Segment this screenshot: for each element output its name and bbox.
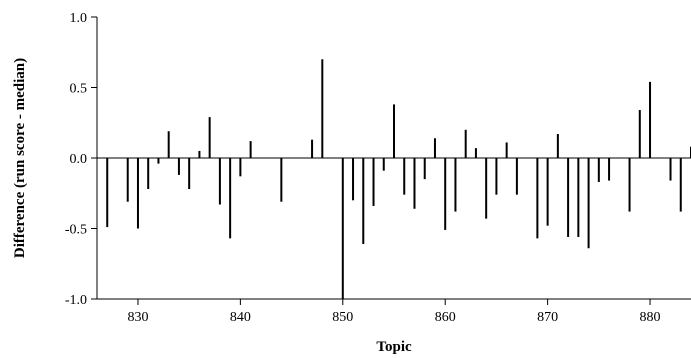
bar-topic-838 xyxy=(218,158,221,205)
x-tick-label: 860 xyxy=(435,310,456,325)
ticks-group: -1.0 -0.5 0.0 0.5 1.0 830 840 850 860 870 880 xyxy=(65,11,661,325)
bar-topic-882 xyxy=(669,158,672,181)
bar-topic-866 xyxy=(505,142,508,158)
x-tick-label: 840 xyxy=(230,310,251,325)
bar-topic-860 xyxy=(444,158,447,230)
bar-topic-862 xyxy=(464,129,467,158)
bar-topic-827 xyxy=(106,158,109,228)
bar-topic-861 xyxy=(454,158,457,212)
bar-topic-859 xyxy=(433,138,436,158)
bar-topic-840 xyxy=(239,158,242,177)
bar-topic-876 xyxy=(608,158,611,181)
x-axis-title: Topic xyxy=(376,339,412,355)
x-tick-label: 870 xyxy=(537,310,558,325)
bar-topic-880 xyxy=(649,81,652,158)
bar-topic-874 xyxy=(587,158,590,249)
bar-topic-870 xyxy=(546,158,549,226)
bar-topic-836 xyxy=(198,150,201,158)
bar-topic-844 xyxy=(280,158,283,202)
bar-topic-856 xyxy=(403,158,406,195)
y-tick-label: -0.5 xyxy=(65,223,87,238)
bar-topic-850 xyxy=(341,158,344,299)
bar-topic-875 xyxy=(597,158,600,182)
bar-topic-832 xyxy=(157,158,160,164)
bars-group xyxy=(106,59,691,299)
bar-topic-873 xyxy=(577,158,580,237)
bar-topic-837 xyxy=(208,117,211,158)
bar-topic-858 xyxy=(423,158,426,180)
bar-topic-835 xyxy=(188,158,191,190)
bar-topic-852 xyxy=(362,158,365,245)
bar-topic-848 xyxy=(321,59,324,158)
y-tick-label: 0.5 xyxy=(70,82,88,97)
bar-topic-865 xyxy=(495,158,498,195)
bar-topic-883 xyxy=(679,158,682,212)
x-tick-label: 850 xyxy=(332,310,353,325)
bar-topic-857 xyxy=(413,158,416,209)
bar-topic-829 xyxy=(126,158,129,202)
bar-topic-841 xyxy=(249,141,252,158)
x-tick-label: 830 xyxy=(127,310,148,325)
bar-topic-863 xyxy=(474,148,477,158)
bar-topic-878 xyxy=(628,158,631,212)
bar-topic-830 xyxy=(136,158,139,229)
bar-topic-851 xyxy=(352,158,355,201)
bar-topic-864 xyxy=(485,158,488,219)
bar-topic-839 xyxy=(229,158,232,239)
bar-topic-867 xyxy=(515,158,518,195)
bar-topic-879 xyxy=(638,110,641,158)
bar-topic-869 xyxy=(536,158,539,239)
bar-topic-853 xyxy=(372,158,375,206)
bar-topic-871 xyxy=(556,134,559,158)
bar-topic-855 xyxy=(393,104,395,158)
bar-topic-831 xyxy=(147,158,150,190)
bar-topic-847 xyxy=(311,139,314,158)
bar-topic-872 xyxy=(567,158,570,237)
bar-topic-834 xyxy=(177,158,180,175)
y-axis-title: Difference (run score - median) xyxy=(12,58,28,258)
x-tick-label: 880 xyxy=(640,310,661,325)
y-tick-label: 0.0 xyxy=(70,152,88,167)
y-tick-label: 1.0 xyxy=(70,11,88,26)
bar-topic-854 xyxy=(382,158,385,171)
y-tick-label: -1.0 xyxy=(65,293,87,308)
bar-topic-833 xyxy=(167,131,170,158)
